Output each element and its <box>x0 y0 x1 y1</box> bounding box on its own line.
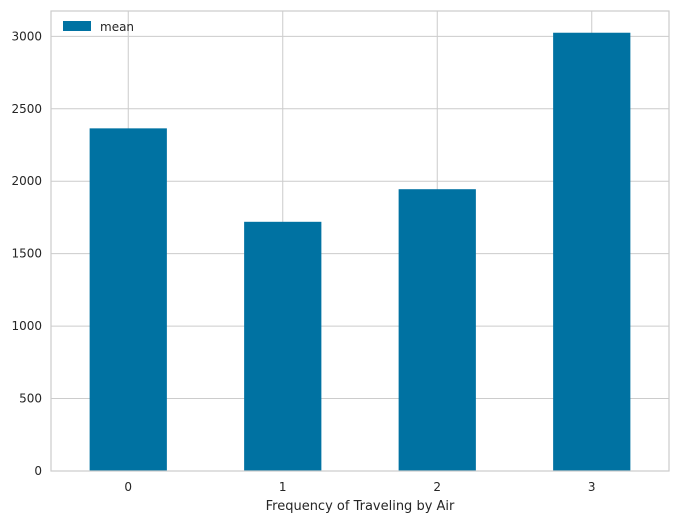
y-tick-label: 1500 <box>11 247 42 261</box>
x-tick-labels: 0 1 2 3 <box>124 480 595 494</box>
bars <box>89 32 631 472</box>
legend-swatch-mean <box>63 21 91 31</box>
y-tick-label: 500 <box>19 392 42 406</box>
x-tick-label: 3 <box>588 480 596 494</box>
bar-3 <box>553 32 631 471</box>
x-axis-title: Frequency of Traveling by Air <box>266 499 455 514</box>
bar-1 <box>244 221 322 471</box>
legend-label-mean: mean <box>100 20 134 34</box>
bar-0 <box>89 128 167 472</box>
y-tick-label: 1000 <box>11 319 42 333</box>
x-tick-label: 2 <box>433 480 441 494</box>
y-tick-label: 0 <box>34 464 42 478</box>
plot-frame <box>50 10 670 472</box>
legend: mean <box>63 20 134 34</box>
bar-2 <box>398 189 476 472</box>
y-tick-label: 3000 <box>11 29 42 43</box>
x-tick-label: 0 <box>124 480 132 494</box>
y-tick-labels: 0 500 1000 1500 2000 2500 3000 <box>11 29 42 478</box>
x-tick-label: 1 <box>279 480 287 494</box>
y-tick-label: 2500 <box>11 102 42 116</box>
y-tick-label: 2000 <box>11 174 42 188</box>
